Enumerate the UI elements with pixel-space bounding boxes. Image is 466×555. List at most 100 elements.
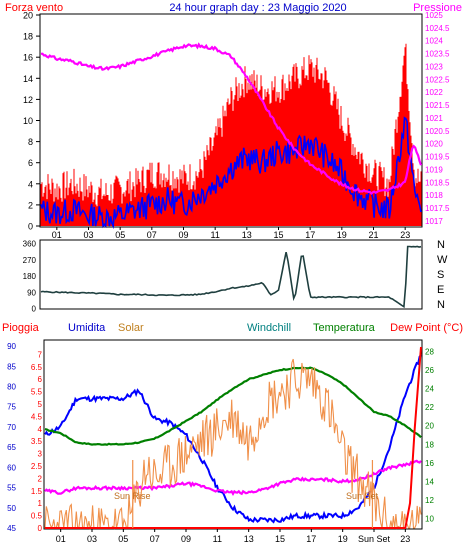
compass-tick-label: E bbox=[437, 284, 444, 296]
wind-y-tick-label: 12 bbox=[23, 95, 33, 105]
sunrise-annotation: Sun Rise bbox=[114, 491, 151, 501]
compass-tick-label: W bbox=[437, 254, 448, 266]
wind-y-tick-label: 18 bbox=[23, 32, 33, 42]
rain-y-tick-label: 3.5 bbox=[31, 437, 43, 446]
climate-x-tick-label: 15 bbox=[275, 534, 285, 544]
wind-x-tick-label: 17 bbox=[305, 230, 315, 240]
wind-x-tick-label: 05 bbox=[115, 230, 125, 240]
climate-x-tick-label: 17 bbox=[306, 534, 316, 544]
direction-y-tick-label: 0 bbox=[32, 305, 37, 314]
climate-x-tick-label: 03 bbox=[87, 534, 97, 544]
graph-title: 24 hour graph day : 23 Maggio 2020 bbox=[169, 2, 346, 14]
legend-rain: Pioggia bbox=[2, 322, 40, 334]
wind-x-tick-label: 01 bbox=[52, 230, 62, 240]
humidity-y-tick-label: 80 bbox=[7, 383, 16, 392]
dewpoint-line bbox=[44, 459, 422, 496]
wind-y-tick-label: 14 bbox=[23, 74, 33, 84]
direction-y-tick-label: 360 bbox=[23, 240, 37, 249]
wind-x-tick-label: 21 bbox=[368, 230, 378, 240]
wind-x-tick-label: 11 bbox=[211, 230, 220, 240]
climate-x-tick-label: 13 bbox=[244, 534, 254, 544]
pressure-y-tick-label: 1021.5 bbox=[425, 101, 450, 110]
rain-y-tick-label: 4.5 bbox=[31, 412, 43, 421]
pressure-y-tick-label: 1021 bbox=[425, 114, 443, 123]
humidity-y-tick-label: 70 bbox=[7, 423, 16, 432]
pressure-y-tick-label: 1023 bbox=[425, 63, 443, 72]
climate-x-tick-label: 05 bbox=[118, 534, 128, 544]
pressure-y-tick-label: 1023.5 bbox=[425, 50, 450, 59]
pressure-y-tick-label: 1017 bbox=[425, 217, 443, 226]
compass-tick-label: S bbox=[437, 269, 444, 281]
wind-y-tick-label: 0 bbox=[28, 222, 33, 232]
pressure-y-tick-label: 1019 bbox=[425, 165, 443, 174]
pressure-y-tick-label: 1022.5 bbox=[425, 75, 450, 84]
temperature-y-tick-label: 22 bbox=[425, 403, 434, 412]
wind-y-tick-label: 16 bbox=[23, 53, 33, 63]
wind-y-tick-label: 8 bbox=[28, 137, 33, 147]
compass-tick-label: N bbox=[437, 239, 445, 251]
temperature-y-tick-label: 18 bbox=[425, 440, 434, 449]
wind-y-tick-label: 6 bbox=[28, 158, 33, 168]
rain-y-tick-label: 4 bbox=[38, 425, 43, 434]
temperature-line bbox=[44, 366, 422, 446]
direction-y-tick-label: 270 bbox=[23, 256, 37, 265]
wind-plot bbox=[40, 42, 423, 230]
pressure-y-tick-label: 1018 bbox=[425, 191, 443, 200]
climate-x-tick-label: 01 bbox=[56, 534, 66, 544]
rain-line bbox=[45, 346, 422, 529]
climate-x-tick-label: 09 bbox=[181, 534, 191, 544]
humidity-y-tick-label: 85 bbox=[7, 362, 16, 371]
pressure-line bbox=[40, 42, 423, 195]
temperature-y-tick-label: 28 bbox=[425, 347, 434, 356]
humidity-y-tick-label: 90 bbox=[7, 342, 16, 351]
rain-y-tick-label: 1.5 bbox=[31, 487, 43, 496]
wind-x-tick-label: 15 bbox=[273, 230, 283, 240]
wind-y-tick-label: 20 bbox=[23, 11, 33, 21]
compass-tick-label: N bbox=[437, 299, 445, 311]
pressure-y-tick-label: 1024.5 bbox=[425, 24, 450, 33]
humidity-y-tick-label: 55 bbox=[7, 484, 16, 493]
wind-x-tick-label: 09 bbox=[178, 230, 188, 240]
rain-y-tick-label: 6.5 bbox=[31, 363, 43, 372]
pressure-y-tick-label: 1022 bbox=[425, 88, 443, 97]
rain-y-tick-label: 2.5 bbox=[31, 462, 43, 471]
rain-y-tick-label: 6 bbox=[38, 375, 43, 384]
humidity-y-tick-label: 60 bbox=[7, 463, 16, 472]
rain-y-tick-label: 5.5 bbox=[31, 388, 43, 397]
pressure-y-tick-label: 1020.5 bbox=[425, 127, 450, 136]
temperature-y-tick-label: 12 bbox=[425, 496, 434, 505]
temperature-y-tick-label: 24 bbox=[425, 385, 434, 394]
rain-y-tick-label: 2 bbox=[38, 474, 43, 483]
pressure-y-tick-label: 1019.5 bbox=[425, 153, 450, 162]
wind-axis-title: Forza vento bbox=[5, 2, 63, 14]
wind-x-tick-label: 19 bbox=[337, 230, 347, 240]
wind-x-tick-label: 13 bbox=[242, 230, 252, 240]
rain-y-tick-label: 7 bbox=[38, 350, 43, 359]
climate-x-tick-label: Sun Set bbox=[358, 534, 391, 544]
pressure-y-tick-label: 1018.5 bbox=[425, 178, 450, 187]
humidity-y-tick-label: 45 bbox=[7, 524, 16, 533]
direction-panel-frame bbox=[39, 239, 423, 310]
wind-y-tick-label: 4 bbox=[28, 179, 33, 189]
pressure-axis-title: Pressione bbox=[413, 2, 462, 14]
climate-x-tick-label: 07 bbox=[150, 534, 160, 544]
humidity-y-tick-label: 65 bbox=[7, 443, 16, 452]
wind-x-tick-label: 03 bbox=[83, 230, 93, 240]
legend-solar: Solar bbox=[118, 322, 144, 334]
legend-temperature: Temperatura bbox=[313, 322, 376, 334]
pressure-y-tick-label: 1020 bbox=[425, 140, 443, 149]
rain-y-tick-label: 1 bbox=[38, 499, 43, 508]
wind-average-line bbox=[40, 116, 422, 230]
climate-plot bbox=[44, 346, 422, 530]
temperature-y-tick-label: 10 bbox=[425, 515, 434, 524]
sunset-annotation: Sun Set bbox=[346, 491, 379, 501]
climate-x-tick-label: 19 bbox=[338, 534, 348, 544]
humidity-y-tick-label: 75 bbox=[7, 403, 16, 412]
rain-y-tick-label: 0 bbox=[38, 524, 43, 533]
rain-y-tick-label: 3 bbox=[38, 450, 43, 459]
legend-humidity: Umidita bbox=[68, 322, 106, 334]
legend-dewpoint: Dew Point (°C) bbox=[390, 322, 463, 334]
pressure-y-tick-label: 1024 bbox=[425, 37, 443, 46]
